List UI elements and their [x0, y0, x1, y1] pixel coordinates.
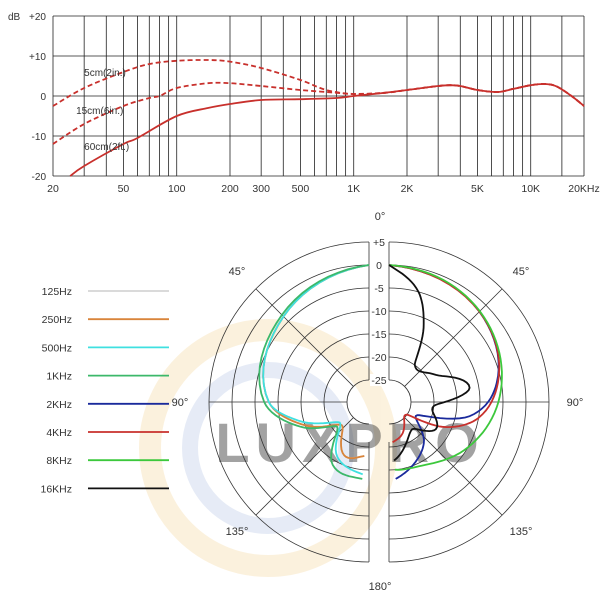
y-tick-label: +20 [29, 12, 46, 23]
r-tick-label: -15 [371, 329, 386, 341]
x-tick-label: 20 [47, 183, 59, 195]
polar-radial-line [255, 288, 354, 387]
tick-background [370, 305, 388, 317]
angle-label-bottom: 180° [369, 581, 392, 593]
response-curve-0 [52, 59, 585, 107]
r-tick-label: +5 [373, 237, 385, 249]
polar-radial-line [404, 417, 503, 516]
x-tick-label: 200 [221, 183, 239, 195]
r-tick-label: -5 [374, 283, 383, 295]
angle-label-left135: 135° [226, 526, 249, 538]
legend-label: 2KHz [46, 399, 72, 411]
polar-radial-line [404, 288, 503, 387]
x-tick-label: 300 [252, 183, 270, 195]
polar-curve-1khz [258, 264, 370, 480]
tick-background [370, 351, 388, 363]
y-tick-label: -20 [32, 172, 47, 183]
x-tick-label: 2K [401, 183, 414, 195]
legend-label: 8KHz [46, 455, 72, 467]
angle-label-left45: 45° [229, 266, 246, 278]
series-label: 5cm(2in.) [84, 68, 126, 79]
series-label: 60cm(2ft.) [84, 142, 129, 153]
x-tick-label: 5K [471, 183, 484, 195]
response-curve-2 [69, 83, 585, 177]
x-tick-label: 500 [292, 183, 310, 195]
tick-background [370, 259, 388, 271]
tick-background [370, 236, 388, 248]
r-tick-label: -10 [371, 306, 386, 318]
angle-label-right45: 45° [513, 266, 530, 278]
legend-label: 500Hz [42, 342, 72, 354]
legend-label: 125Hz [42, 286, 72, 298]
polar-curve-8khz [388, 264, 503, 471]
x-tick-label: 50 [118, 183, 130, 195]
angle-label-right90: 90° [567, 397, 584, 409]
x-tick-label: 10K [521, 183, 540, 195]
y-tick-label: -10 [32, 132, 47, 143]
watermark-text: LUXPRO [215, 411, 484, 474]
x-tick-label: 100 [168, 183, 186, 195]
r-tick-label: 0 [376, 260, 382, 272]
legend-label: 1KHz [46, 371, 72, 383]
angle-label-right135: 135° [510, 526, 533, 538]
legend-label: 16KHz [40, 483, 72, 495]
polar-curve-16khz [388, 264, 471, 462]
y-tick-label: 0 [40, 92, 46, 103]
x-tick-label: 20KHz [568, 183, 600, 195]
angle-label-left90: 90° [172, 397, 189, 409]
tick-background [370, 282, 388, 294]
tick-background [370, 374, 388, 386]
angle-label-top: 0° [375, 211, 386, 223]
polar-curve-500hz [262, 264, 370, 476]
tick-background [370, 328, 388, 340]
y-tick-label: +10 [29, 52, 46, 63]
legend-label: 250Hz [42, 314, 72, 326]
legend-label: 4KHz [46, 427, 72, 439]
series-label: 15cm(6in.) [76, 106, 123, 117]
y-axis-label: dB [8, 12, 21, 23]
r-tick-label: -25 [371, 375, 386, 387]
x-tick-label: 1K [347, 183, 360, 195]
r-tick-label: -20 [371, 352, 386, 364]
